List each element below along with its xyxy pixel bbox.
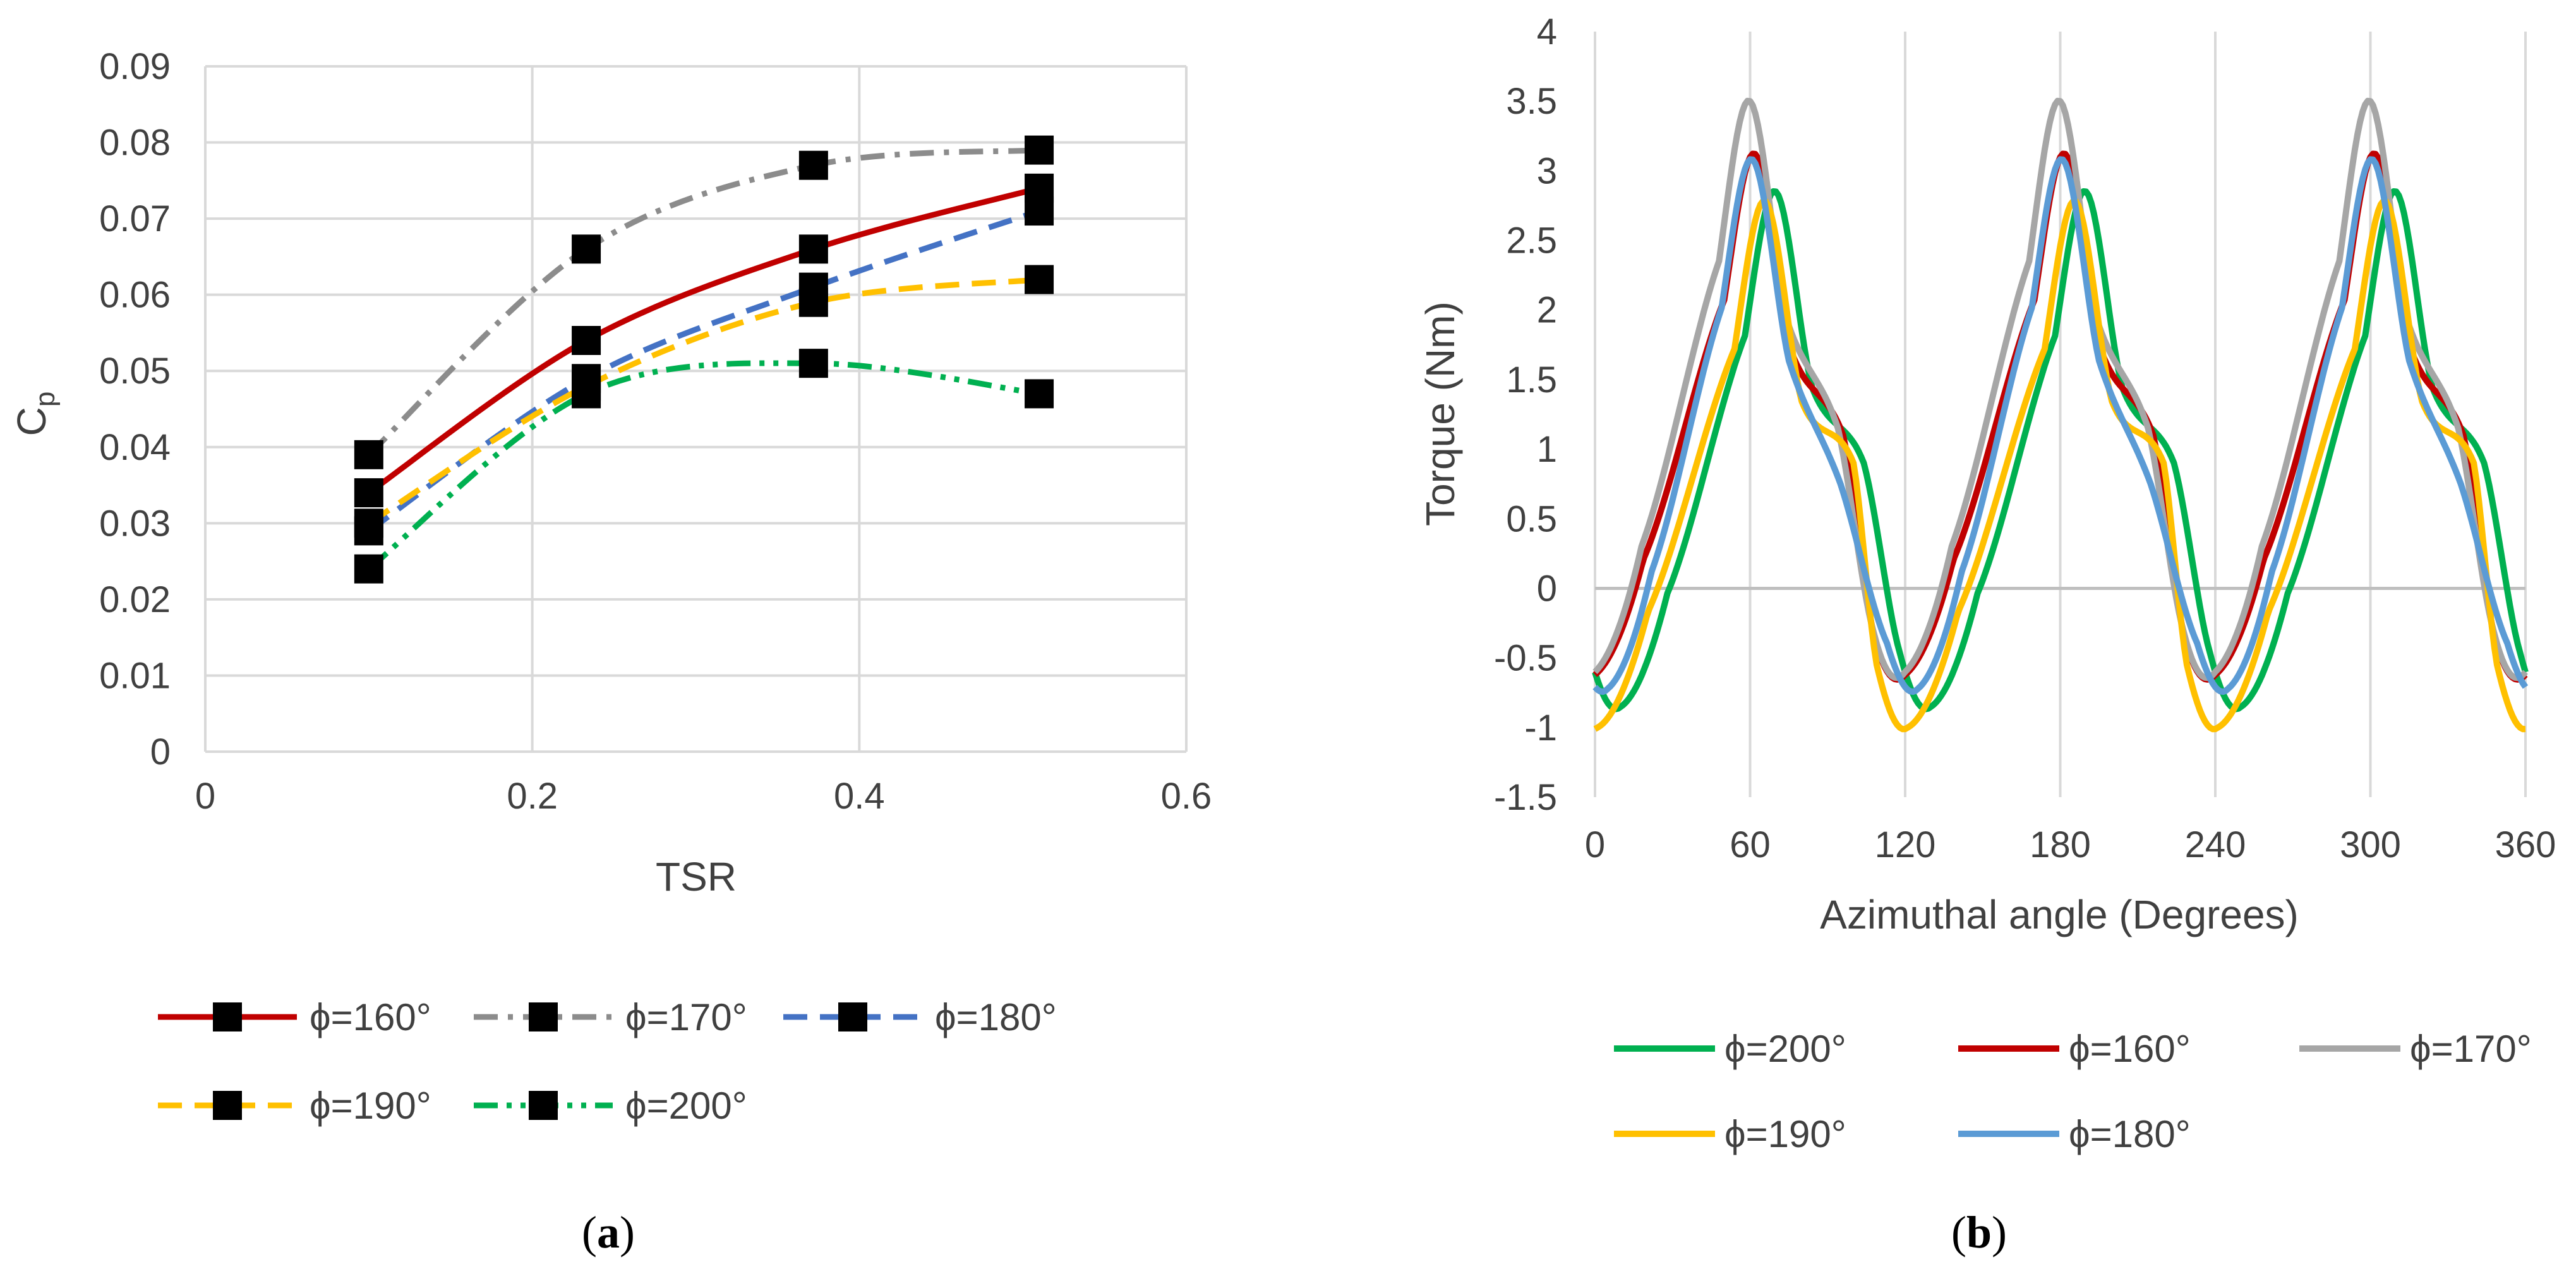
chart-a-legend-label: ϕ=180° — [935, 996, 1057, 1038]
chart-b-y-tick-label: 2 — [1537, 290, 1557, 331]
chart-a-series-line — [367, 185, 1040, 495]
chart-b-tick-labels: 0 60 120 180 240 300 360 -1.5 -1 -0.5 0 0.5 1 1.5 2 2.5… — [1494, 11, 2556, 865]
chart-b-legend-label: ϕ=200° — [1724, 1028, 1846, 1070]
chart-b-caption: (b) — [1951, 1207, 2007, 1258]
chart-b-x-tick-label: 300 — [2340, 824, 2401, 865]
chart-a-caption: (a) — [582, 1207, 635, 1258]
chart-a-marker — [572, 234, 601, 264]
chart-a-legend-marker — [529, 1002, 558, 1031]
chart-b-legend-label: ϕ=170° — [2410, 1028, 2532, 1070]
chart-a-y-tick-label: 0.07 — [99, 198, 171, 239]
chart-a-marker — [1025, 196, 1054, 226]
chart-b-y-tick-label: 3.5 — [1506, 81, 1557, 122]
chart-a-x-tick-label: 0.2 — [507, 776, 558, 817]
chart-a-y-axis-title-sub: p — [30, 392, 61, 407]
chart-b-series-line — [1592, 188, 2529, 713]
chart-a-marker — [798, 234, 828, 264]
chart-a-x-tick-label: 0.6 — [1161, 776, 1212, 817]
chart-a-y-axis-title: Cp — [9, 392, 61, 436]
chart-a-marker — [798, 349, 828, 378]
chart-a-legend-label: ϕ=160° — [310, 996, 431, 1038]
chart-a-marker — [1025, 379, 1054, 409]
chart-b-legend-label: ϕ=190° — [1724, 1113, 1846, 1155]
chart-a-legend-marker — [838, 1002, 867, 1031]
chart-b-series-line — [1592, 97, 2528, 682]
chart-a-y-tick-label: 0 — [150, 731, 171, 773]
chart-b-legend: ϕ=200° ϕ=160° ϕ=170° ϕ=190° ϕ=180° — [1614, 1028, 2532, 1155]
chart-b-y-tick-label: 1 — [1537, 429, 1557, 470]
chart-b-y-tick-label: 4 — [1537, 11, 1557, 52]
chart-a: 0 0.01 0.02 0.03 0.04 0.05 0.06 0.07 0.08 0.09 0 0.… — [9, 46, 1212, 1258]
chart-a-legend-marker — [213, 1091, 242, 1120]
chart-a-x-tick-label: 0 — [195, 776, 215, 817]
chart-a-y-tick-label: 0.03 — [99, 503, 171, 544]
chart-a-y-tick-label: 0.01 — [99, 655, 171, 696]
chart-b-x-tick-label: 0 — [1585, 824, 1605, 865]
chart-b-y-tick-label: 3 — [1537, 150, 1557, 191]
chart-a-grid — [204, 65, 1188, 753]
chart-a-marker — [354, 554, 383, 584]
chart-a-y-tick-label: 0.06 — [99, 275, 171, 316]
chart-b-x-tick-label: 360 — [2495, 824, 2556, 865]
chart-a-marker — [1025, 265, 1054, 294]
chart-b-x-tick-label: 120 — [1875, 824, 1936, 865]
chart-b-y-tick-label: -0.5 — [1494, 638, 1557, 679]
chart-a-marker — [354, 440, 383, 469]
chart-b-y-tick-label: 1.5 — [1506, 359, 1557, 400]
chart-a-legend-marker — [529, 1091, 558, 1120]
chart-b-y-tick-label: -1.5 — [1494, 777, 1557, 818]
chart-a-marker — [1025, 135, 1054, 165]
chart-b-series-line — [1593, 198, 2526, 733]
chart-a-marker — [572, 379, 601, 409]
chart-a-marker — [354, 508, 383, 538]
chart-b: 0 60 120 180 240 300 360 -1.5 -1 -0.5 0 0.5 1 1.5 2 2.5… — [1417, 11, 2556, 1258]
chart-b-y-tick-label: 0 — [1537, 568, 1557, 609]
chart-a-y-tick-label: 0.09 — [99, 46, 171, 87]
chart-b-x-tick-label: 60 — [1730, 824, 1771, 865]
chart-a-y-tick-label: 0.04 — [99, 427, 171, 468]
chart-b-y-tick-label: 2.5 — [1506, 220, 1557, 262]
chart-a-tick-labels: 0 0.01 0.02 0.03 0.04 0.05 0.06 0.07 0.08 0.09 0 0.… — [99, 46, 1212, 817]
chart-a-series — [354, 135, 1054, 584]
chart-b-x-tick-label: 180 — [2030, 824, 2091, 865]
chart-b-series — [1592, 97, 2529, 733]
chart-a-marker — [572, 326, 601, 355]
chart-a-marker — [798, 150, 828, 180]
chart-a-x-axis-title: TSR — [656, 854, 737, 899]
chart-a-y-tick-label: 0.08 — [99, 123, 171, 164]
chart-b-x-axis-title: Azimuthal angle (Degrees) — [1820, 892, 2299, 937]
chart-a-series-line — [367, 277, 1040, 526]
chart-b-x-tick-label: 240 — [2185, 824, 2246, 865]
chart-a-legend-marker — [213, 1002, 242, 1031]
chart-a-legend-label: ϕ=200° — [625, 1085, 747, 1127]
chart-a-x-tick-label: 0.4 — [834, 776, 885, 817]
chart-a-legend-label: ϕ=190° — [310, 1085, 431, 1127]
chart-a-y-tick-label: 0.05 — [99, 351, 171, 392]
chart-a-legend-label: ϕ=170° — [625, 996, 747, 1038]
chart-a-series-line — [367, 360, 1040, 572]
chart-a-marker — [354, 478, 383, 508]
chart-a-marker — [798, 287, 828, 317]
chart-b-y-tick-label: 0.5 — [1506, 498, 1557, 539]
chart-b-y-axis-title: Torque (Nm) — [1417, 301, 1463, 526]
chart-b-caption-letter: b — [1966, 1207, 1992, 1258]
chart-b-legend-label: ϕ=180° — [2069, 1113, 2191, 1155]
chart-a-series-line — [367, 208, 1040, 534]
chart-b-series-line — [1592, 156, 2529, 695]
chart-a-y-axis-title-main: C — [9, 407, 54, 436]
chart-a-caption-letter: a — [597, 1207, 620, 1258]
chart-a-y-tick-label: 0.02 — [99, 579, 171, 620]
chart-a-series-line — [366, 147, 1040, 457]
chart-b-y-tick-label: -1 — [1524, 707, 1557, 749]
chart-b-legend-label: ϕ=160° — [2069, 1028, 2191, 1070]
chart-a-legend: ϕ=160° ϕ=170° ϕ=180° ϕ=190° ϕ=200° — [158, 996, 1057, 1127]
